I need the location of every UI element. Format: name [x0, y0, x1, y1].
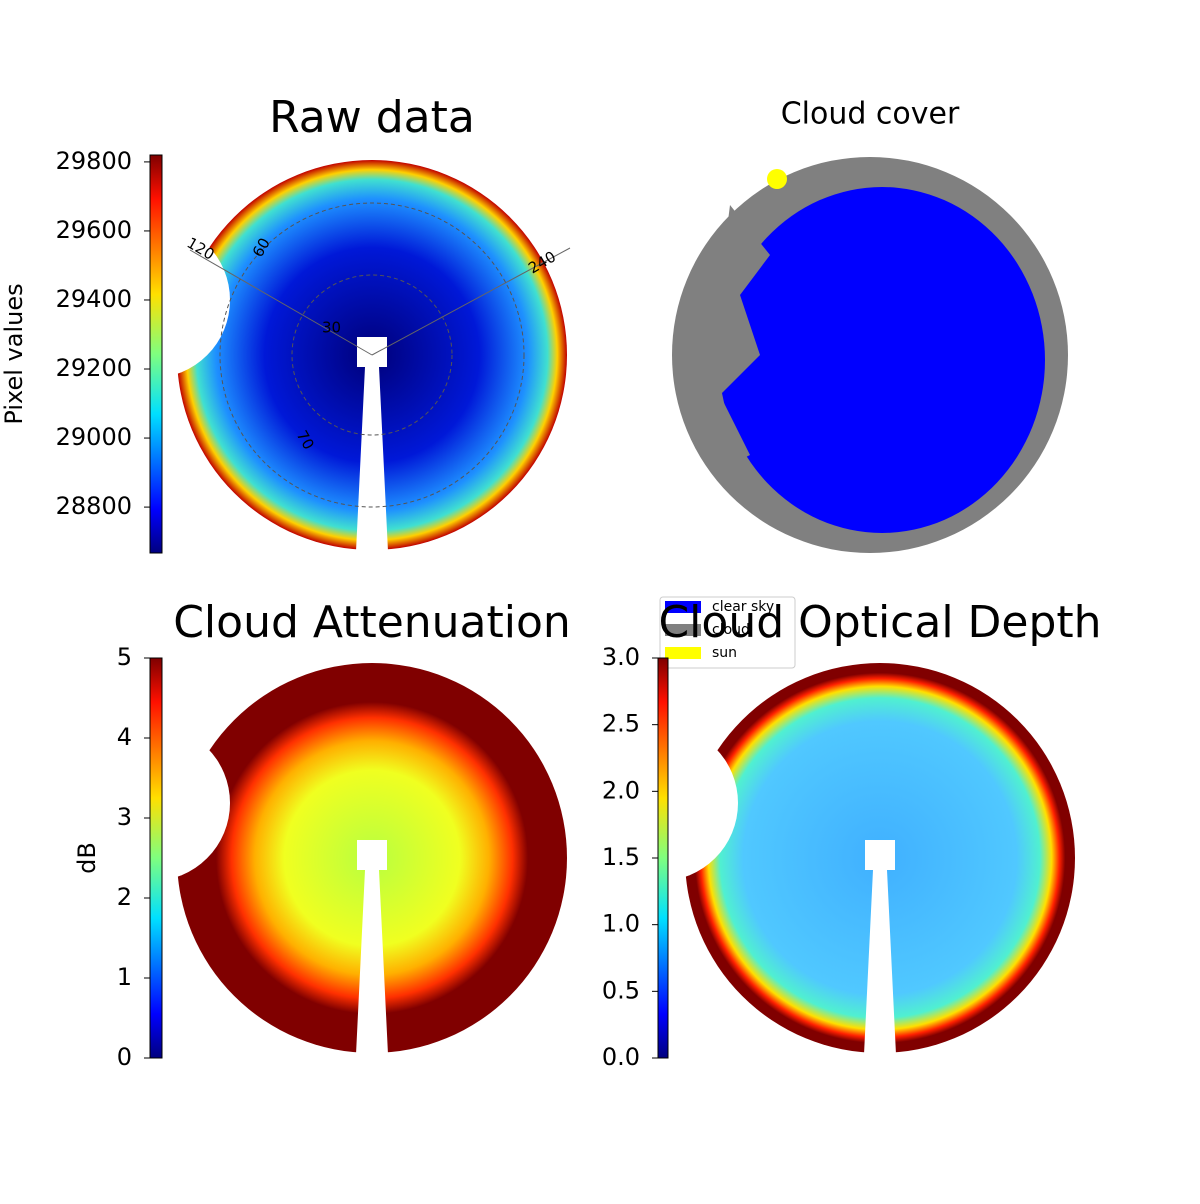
colorbar-tick-label: 5 [117, 643, 132, 671]
colorbar [657, 657, 669, 1059]
colorbar-tick-label: 29000 [56, 423, 132, 451]
legend-swatch [665, 647, 701, 659]
legend-swatch [665, 624, 701, 636]
panel-title: Cloud cover [781, 97, 960, 132]
polar-spoke [371, 247, 571, 356]
colorbar-tick-label: 29400 [56, 285, 132, 313]
colorbar-tick-label: 2.5 [602, 710, 640, 738]
colorbar-tick-label: 4 [117, 723, 132, 751]
colorbar-tick-label: 1.0 [602, 910, 640, 938]
legend-label: cloud [712, 622, 750, 638]
panel-title: Raw data [269, 92, 475, 143]
colorbar-label: Pixel values [0, 283, 28, 424]
cloud-region [710, 205, 770, 465]
colorbar-tick-label: 2.0 [602, 776, 640, 804]
colorbar-tick-label: 0.0 [602, 1043, 640, 1071]
colorbar-tick-label: 1.5 [602, 843, 640, 871]
panel-title: Cloud Attenuation [173, 597, 571, 648]
colorbar-tick-label: 1 [117, 963, 132, 991]
clear-sky-region [719, 187, 1045, 533]
colorbar [149, 154, 163, 554]
colorbar-tick-label: 29200 [56, 354, 132, 382]
colorbar-tick-label: 28800 [56, 492, 132, 520]
colorbar-label: dB [73, 842, 101, 874]
mast-mask [863, 840, 897, 1075]
colorbar-tick-label: 3.0 [602, 643, 640, 671]
colorbar [149, 657, 163, 1059]
sun-marker [767, 169, 787, 189]
colorbar-tick-label: 3 [117, 803, 132, 831]
ring-label: 30 [322, 319, 341, 337]
legend-label: sun [712, 645, 737, 661]
colorbar-tick-label: 0 [117, 1043, 132, 1071]
polar-spoke [189, 249, 373, 356]
mast-mask [355, 840, 389, 1075]
colorbar-tick-label: 2 [117, 883, 132, 911]
mast-mask [355, 337, 389, 572]
colorbar-tick-label: 29800 [56, 147, 132, 175]
colorbar-tick-label: 0.5 [602, 976, 640, 1004]
legend-label: clear sky [712, 599, 774, 615]
colorbar-tick-label: 29600 [56, 216, 132, 244]
panel-title: Cloud Optical Depth [658, 597, 1101, 648]
polar-grid [219, 202, 525, 508]
legend-swatch [665, 601, 701, 613]
